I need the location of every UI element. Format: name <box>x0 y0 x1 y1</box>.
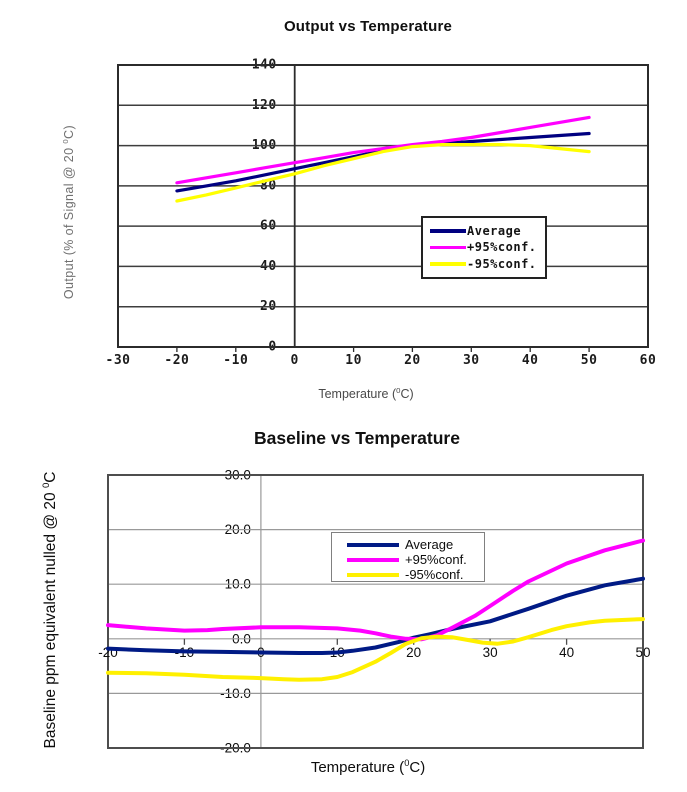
legend-swatch-minus95 <box>347 572 399 577</box>
plot-border <box>117 64 649 348</box>
x-tick-label: 30 <box>463 353 480 368</box>
legend-label-average: Average <box>467 224 522 239</box>
x-tick-label: 40 <box>522 353 539 368</box>
series-line-95-conf <box>106 538 645 642</box>
x-title-unit: C) <box>400 387 414 402</box>
y-title-unit: C <box>42 471 60 483</box>
legend-item-minus95: -95%conf. <box>347 567 480 582</box>
plot-border <box>107 474 644 749</box>
baseline-x-axis-title: Temperature (0C) <box>108 758 628 776</box>
legend-label-plus95: +95%conf. <box>405 552 467 567</box>
degree-superscript: 0 <box>41 482 52 489</box>
series-line-95-conf <box>106 617 645 682</box>
output-x-axis-title: Temperature (0C) <box>106 386 626 401</box>
x-tick-label: 40 <box>559 645 574 660</box>
y-title-text: Output (% of Signal @ 20 <box>62 143 77 300</box>
legend-swatch-minus95 <box>430 262 466 266</box>
series-line-average <box>175 131 591 193</box>
baseline-legend: Average +95%conf. -95%conf. <box>331 532 485 582</box>
x-tick-label: 20 <box>404 353 421 368</box>
legend-label-average: Average <box>405 537 454 552</box>
series-line-95-conf <box>175 143 591 203</box>
legend-item-minus95: -95%conf. <box>430 257 541 271</box>
legend-swatch-average <box>430 229 466 233</box>
degree-superscript: 0 <box>396 386 401 395</box>
legend-item-average: Average <box>430 224 541 238</box>
x-tick-label: -30 <box>106 353 131 368</box>
x-tick-label: 10 <box>345 353 362 368</box>
baseline-y-axis-title: Baseline ppm equivalent nulled @ 20 0C <box>41 443 63 777</box>
legend-label-minus95: -95%conf. <box>467 256 537 271</box>
legend-item-plus95: +95%conf. <box>347 552 480 567</box>
y-title-unit: C) <box>62 124 77 139</box>
x-title-text: Temperature ( <box>318 387 397 402</box>
x-tick-label: 50 <box>581 353 598 368</box>
output-legend: Average +95%conf. -95%conf. <box>421 216 547 279</box>
x-tick-label: 30 <box>483 645 498 660</box>
legend-swatch-plus95 <box>347 557 399 562</box>
x-tick-label: 20 <box>406 645 421 660</box>
baseline-chart-title: Baseline vs Temperature <box>254 428 460 448</box>
x-tick-label: -10 <box>223 353 248 368</box>
series-line-average <box>106 576 645 655</box>
x-title-text: Temperature ( <box>310 759 405 776</box>
x-tick-label: 60 <box>640 353 657 368</box>
x-title-unit: C) <box>409 759 426 776</box>
legend-label-minus95: -95%conf. <box>405 567 464 582</box>
x-tick-label: 50 <box>635 645 650 660</box>
legend-label-plus95: +95%conf. <box>467 240 537 255</box>
y-title-text: Baseline ppm equivalent nulled @ 20 <box>42 488 60 749</box>
legend-item-plus95: +95%conf. <box>430 240 541 254</box>
degree-superscript: 0 <box>61 138 70 144</box>
output-y-axis-title: Output (% of Signal @ 20 0C) <box>61 97 79 327</box>
output-chart-title: Output vs Temperature <box>283 18 453 35</box>
series-line-95-conf <box>175 115 591 185</box>
x-tick-label: 0 <box>291 353 299 368</box>
legend-swatch-plus95 <box>430 245 466 250</box>
x-tick-label: -20 <box>164 353 189 368</box>
legend-item-average: Average <box>347 537 480 552</box>
legend-swatch-average <box>347 542 399 547</box>
degree-superscript: 0 <box>404 758 410 768</box>
